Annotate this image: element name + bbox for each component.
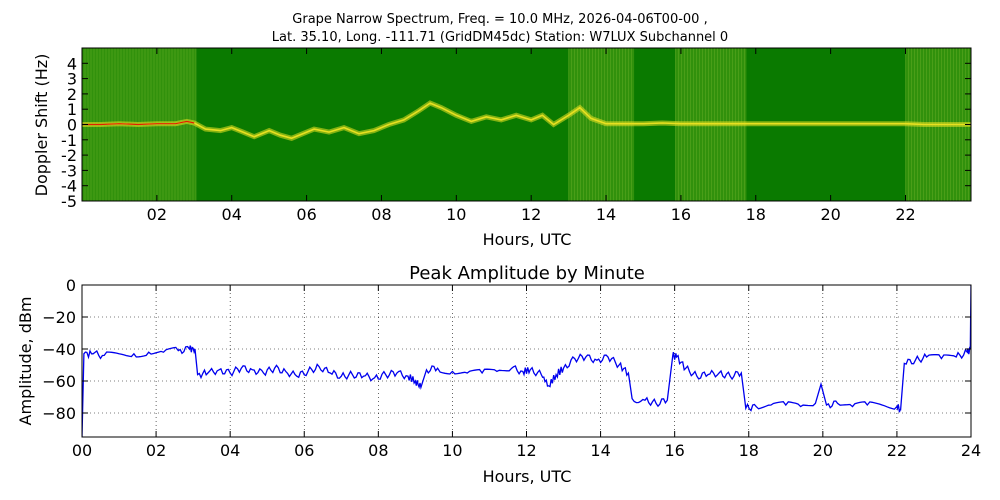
amplitude-x-tick-label: 04 xyxy=(220,441,240,460)
noisy-segment xyxy=(568,48,635,201)
spectrogram-y-tick-label: -3 xyxy=(61,161,77,180)
amplitude-x-tick-label: 22 xyxy=(887,441,907,460)
amplitude-y-axis-label: Amplitude, dBm xyxy=(16,297,35,426)
amplitude-x-tick-label: 06 xyxy=(294,441,314,460)
spectrogram-x-tick-label: 06 xyxy=(296,205,316,224)
figure-title-line-1: Grape Narrow Spectrum, Freq. = 10.0 MHz,… xyxy=(292,12,708,27)
doppler-trace-layer xyxy=(82,100,971,141)
amplitude-panel: Peak Amplitude by Minute 00 02 04 06 08 10 12 1… xyxy=(16,263,981,486)
amplitude-x-tick-label: 02 xyxy=(146,441,166,460)
amplitude-series-line xyxy=(82,285,971,437)
amplitude-x-tick-label: 10 xyxy=(442,441,462,460)
spectrogram-y-tick-label: 0 xyxy=(67,116,77,135)
spectrogram-x-tick-label: 12 xyxy=(521,205,541,224)
spectrogram-y-tick-label: -2 xyxy=(61,146,77,165)
amplitude-x-tick-label: 18 xyxy=(739,441,759,460)
amplitude-y-ticks: 0 −20 −40 −60 −80 xyxy=(42,276,971,423)
amplitude-grid xyxy=(82,285,971,437)
amplitude-x-tick-label: 14 xyxy=(590,441,610,460)
amplitude-x-tick-label: 08 xyxy=(368,441,388,460)
amplitude-x-ticks: 00 02 04 06 08 10 12 14 16 18 20 22 24 xyxy=(72,285,981,460)
amplitude-x-tick-label: 20 xyxy=(813,441,833,460)
noisy-segment xyxy=(905,48,971,201)
spectrogram-y-tick-label: 1 xyxy=(67,100,77,119)
spectrogram-x-tick-label: 04 xyxy=(222,205,242,224)
spectrogram-x-tick-label: 20 xyxy=(820,205,840,224)
figure-title-line-2: Lat. 35.10, Long. -111.71 (GridDM45dc) S… xyxy=(271,30,729,45)
amplitude-x-tick-label: 24 xyxy=(961,441,981,460)
spectrogram-x-tick-label: 10 xyxy=(446,205,466,224)
amplitude-y-tick-label: −80 xyxy=(42,404,76,423)
spectrogram-x-ticks: 02 04 06 08 10 12 14 16 18 20 22 xyxy=(147,48,916,224)
amplitude-chart-title: Peak Amplitude by Minute xyxy=(409,263,645,284)
spectrogram-y-tick-label: -5 xyxy=(61,192,77,211)
spectrogram-x-tick-label: 16 xyxy=(671,205,691,224)
doppler-trace-line xyxy=(82,102,971,140)
amplitude-x-tick-label: 16 xyxy=(664,441,684,460)
spectrogram-x-tick-label: 14 xyxy=(596,205,616,224)
amplitude-x-tick-label: 12 xyxy=(516,441,536,460)
spectrogram-x-tick-label: 08 xyxy=(371,205,391,224)
spectrogram-y-tick-label: 2 xyxy=(67,85,77,104)
spectrogram-y-tick-label: -4 xyxy=(61,177,77,196)
spectrogram-y-tick-label: 3 xyxy=(67,70,77,89)
spectrogram-y-axis-label: Doppler Shift (Hz) xyxy=(32,54,51,197)
amplitude-x-tick-label: 00 xyxy=(72,441,92,460)
spectrogram-x-tick-label: 22 xyxy=(895,205,915,224)
amplitude-y-tick-label: −20 xyxy=(42,308,76,327)
amplitude-y-tick-label: 0 xyxy=(66,276,76,295)
amplitude-y-tick-label: −60 xyxy=(42,372,76,391)
amplitude-x-axis-label: Hours, UTC xyxy=(483,467,572,486)
amplitude-y-tick-label: −40 xyxy=(42,340,76,359)
spectrogram-y-tick-label: -1 xyxy=(61,131,77,150)
spectrogram-x-axis-label: Hours, UTC xyxy=(483,230,572,249)
doppler-trace-core xyxy=(82,120,195,126)
spectrogram-x-tick-label: 18 xyxy=(746,205,766,224)
spectrogram-x-tick-label: 02 xyxy=(147,205,167,224)
spectrogram-y-tick-label: 4 xyxy=(67,54,77,73)
